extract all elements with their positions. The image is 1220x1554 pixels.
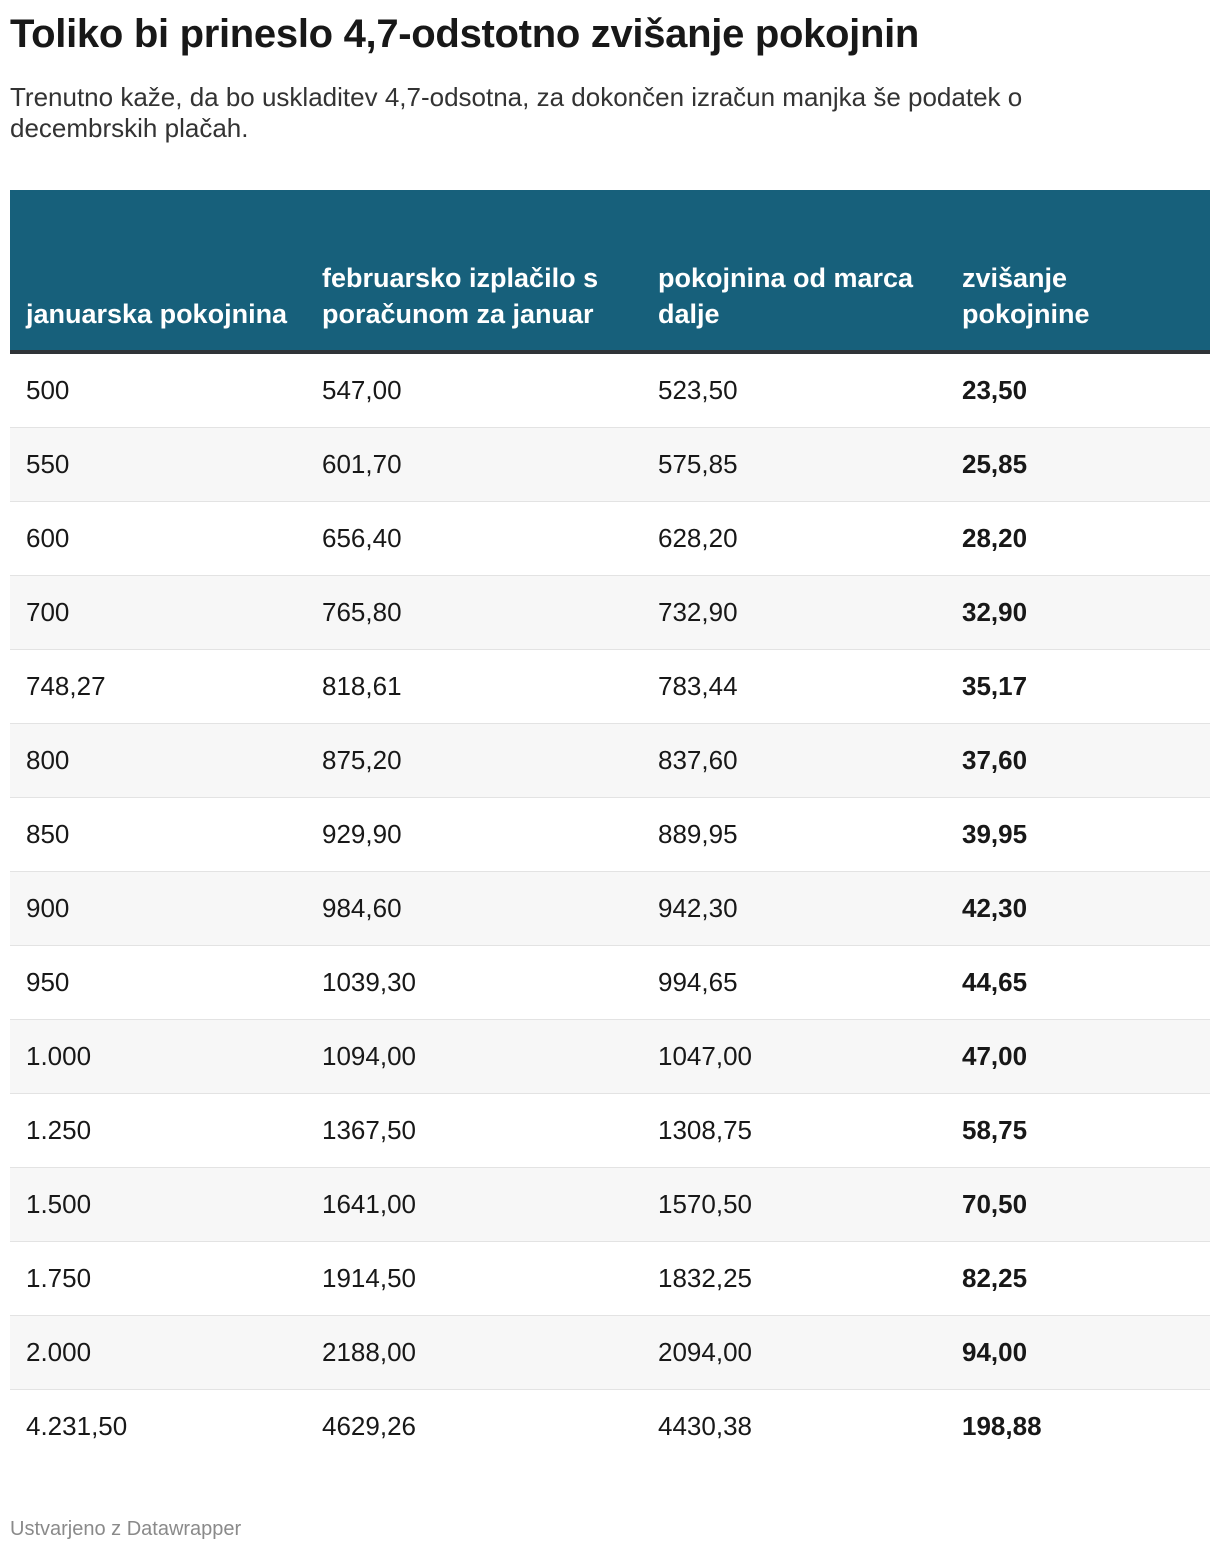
table-row: 900 984,60 942,30 42,30 bbox=[10, 871, 1210, 946]
table-row: 1.750 1914,50 1832,25 82,25 bbox=[10, 1241, 1210, 1316]
table-cell: 32,90 bbox=[946, 575, 1210, 650]
table-cell: 58,75 bbox=[946, 1093, 1210, 1168]
table-cell: 70,50 bbox=[946, 1167, 1210, 1242]
table-cell: 984,60 bbox=[306, 871, 642, 946]
table-cell: 47,00 bbox=[946, 1019, 1210, 1094]
table-cell: 783,44 bbox=[642, 649, 946, 724]
table-cell: 44,65 bbox=[946, 945, 1210, 1020]
table-cell: 1094,00 bbox=[306, 1019, 642, 1094]
column-header: januarska pokojnina bbox=[10, 190, 306, 354]
table-cell: 765,80 bbox=[306, 575, 642, 650]
table-cell: 601,70 bbox=[306, 427, 642, 502]
table-row: 500 547,00 523,50 23,50 bbox=[10, 352, 1210, 428]
table-cell: 900 bbox=[10, 871, 306, 946]
table-row: 800 875,20 837,60 37,60 bbox=[10, 723, 1210, 798]
table-cell: 575,85 bbox=[642, 427, 946, 502]
table-cell: 550 bbox=[10, 427, 306, 502]
column-header: februarsko izplačilo s poračunom za janu… bbox=[306, 190, 642, 354]
table-cell: 1641,00 bbox=[306, 1167, 642, 1242]
table-cell: 700 bbox=[10, 575, 306, 650]
table-cell: 35,17 bbox=[946, 649, 1210, 724]
table-cell: 2.000 bbox=[10, 1315, 306, 1390]
table-cell: 1.250 bbox=[10, 1093, 306, 1168]
table-row: 2.000 2188,00 2094,00 94,00 bbox=[10, 1315, 1210, 1390]
table-cell: 800 bbox=[10, 723, 306, 798]
table-cell: 628,20 bbox=[642, 501, 946, 576]
table-cell: 28,20 bbox=[946, 501, 1210, 576]
table-cell: 850 bbox=[10, 797, 306, 872]
table-cell: 1914,50 bbox=[306, 1241, 642, 1316]
table-row: 4.231,50 4629,26 4430,38 198,88 bbox=[10, 1390, 1210, 1464]
table-row: 700 765,80 732,90 32,90 bbox=[10, 575, 1210, 650]
table-cell: 500 bbox=[10, 352, 306, 428]
table-row: 748,27 818,61 783,44 35,17 bbox=[10, 649, 1210, 724]
column-header: zvišanje pokojnine bbox=[946, 190, 1210, 354]
table-cell: 2188,00 bbox=[306, 1315, 642, 1390]
column-header: pokojnina od marca dalje bbox=[642, 190, 946, 354]
table-cell: 2094,00 bbox=[642, 1315, 946, 1390]
table-cell: 23,50 bbox=[946, 352, 1210, 428]
table-row: 600 656,40 628,20 28,20 bbox=[10, 501, 1210, 576]
table-row: 1.000 1094,00 1047,00 47,00 bbox=[10, 1019, 1210, 1094]
table-cell: 875,20 bbox=[306, 723, 642, 798]
table-header: januarska pokojnina februarsko izplačilo … bbox=[10, 190, 1210, 354]
table-cell: 37,60 bbox=[946, 723, 1210, 798]
table-cell: 942,30 bbox=[642, 871, 946, 946]
table-cell: 523,50 bbox=[642, 352, 946, 428]
table-cell: 950 bbox=[10, 945, 306, 1020]
table-cell: 1.500 bbox=[10, 1167, 306, 1242]
data-table: januarska pokojnina februarsko izplačilo … bbox=[10, 190, 1210, 1463]
table-row: 950 1039,30 994,65 44,65 bbox=[10, 945, 1210, 1020]
table-cell: 748,27 bbox=[10, 649, 306, 724]
table-cell: 42,30 bbox=[946, 871, 1210, 946]
table-cell: 82,25 bbox=[946, 1241, 1210, 1316]
table-cell: 1047,00 bbox=[642, 1019, 946, 1094]
table-row: 1.250 1367,50 1308,75 58,75 bbox=[10, 1093, 1210, 1168]
table-cell: 600 bbox=[10, 501, 306, 576]
table-cell: 198,88 bbox=[962, 1411, 1042, 1441]
table-cell: 929,90 bbox=[306, 797, 642, 872]
table-cell: 889,95 bbox=[642, 797, 946, 872]
table-cell: 1.000 bbox=[10, 1019, 306, 1094]
table-cell: 1832,25 bbox=[642, 1241, 946, 1316]
table-cell: 1367,50 bbox=[306, 1093, 642, 1168]
table-row: 1.500 1641,00 1570,50 70,50 bbox=[10, 1167, 1210, 1242]
table-cell: 837,60 bbox=[642, 723, 946, 798]
table-cell: 732,90 bbox=[642, 575, 946, 650]
table-cell: 994,65 bbox=[642, 945, 946, 1020]
table-row: 550 601,70 575,85 25,85 bbox=[10, 427, 1210, 502]
table-body: 500 547,00 523,50 23,50 550 601,70 575,85 25,85… bbox=[10, 352, 1210, 1463]
table-cell: 547,00 bbox=[306, 352, 642, 428]
header-row: januarska pokojnina februarsko izplačilo … bbox=[10, 190, 1210, 354]
credit: Ustvarjeno z Datawrapper bbox=[10, 1518, 242, 1540]
table-cell: 39,95 bbox=[946, 797, 1210, 872]
table-cell: 818,61 bbox=[306, 649, 642, 724]
table-cell: 94,00 bbox=[946, 1315, 1210, 1390]
title: Toliko bi prineslo 4,7-odstotno zvišanje… bbox=[10, 12, 920, 56]
subtitle: Trenutno kaže, da bo uskladitev 4,7-odso… bbox=[10, 82, 1023, 143]
table-cell: 4430,38 bbox=[658, 1411, 752, 1441]
table-cell: 25,85 bbox=[946, 427, 1210, 502]
table-cell: 1570,50 bbox=[642, 1167, 946, 1242]
table-row: 850 929,90 889,95 39,95 bbox=[10, 797, 1210, 872]
table-cell: 1308,75 bbox=[642, 1093, 946, 1168]
table-cell: 4.231,50 bbox=[26, 1411, 128, 1441]
table-cell: 4629,26 bbox=[322, 1411, 416, 1441]
table-cell: 1.750 bbox=[10, 1241, 306, 1316]
table-cell: 1039,30 bbox=[306, 945, 642, 1020]
table-cell: 656,40 bbox=[306, 501, 642, 576]
